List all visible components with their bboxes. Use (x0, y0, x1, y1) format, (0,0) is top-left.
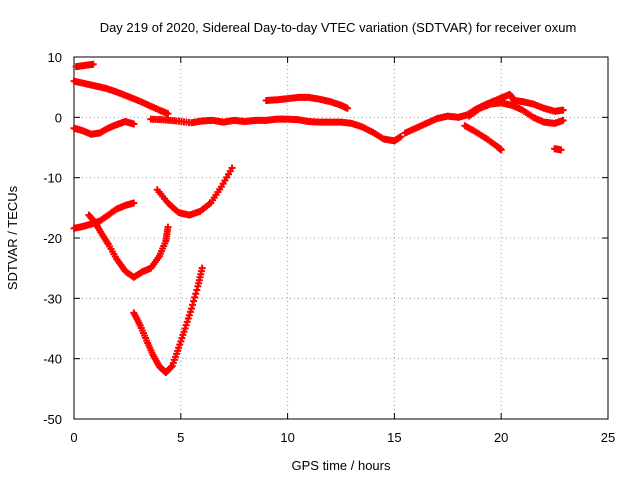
y-tick-label: -50 (43, 412, 62, 427)
series-arc-5 (262, 93, 351, 112)
series-arc-11 (85, 211, 172, 281)
x-tick-label: 5 (177, 430, 184, 445)
series-arc-12 (153, 164, 236, 219)
y-tick-label: -10 (43, 171, 62, 186)
x-tick-label: 10 (280, 430, 294, 445)
y-tick-label: 0 (55, 110, 62, 125)
series-arc-2 (70, 77, 172, 118)
data-point (191, 293, 199, 301)
chart-title: Day 219 of 2020, Sidereal Day-to-day VTE… (100, 20, 577, 35)
data-point (557, 146, 565, 154)
data-point (343, 104, 351, 112)
x-tick-label: 15 (387, 430, 401, 445)
data-point (198, 264, 206, 272)
y-tick-label: -30 (43, 291, 62, 306)
x-axis-label: GPS time / hours (292, 458, 391, 473)
data-point (192, 290, 200, 298)
data-point (89, 60, 97, 68)
data-series (70, 60, 567, 377)
series-arc-7 (465, 99, 567, 127)
data-point (397, 133, 405, 141)
series-arc-10 (70, 199, 138, 232)
data-point (130, 120, 138, 128)
data-point (228, 164, 236, 172)
series-arc-9 (551, 145, 565, 154)
y-tick-label: -40 (43, 352, 62, 367)
x-tick-label: 0 (70, 430, 77, 445)
y-tick-label: 10 (48, 50, 62, 65)
data-point (130, 199, 138, 207)
data-point (189, 301, 197, 309)
data-point (559, 116, 567, 124)
data-point (164, 110, 172, 118)
series-arc-1 (72, 60, 97, 71)
series-arc-3 (70, 118, 138, 138)
x-tick-label: 20 (494, 430, 508, 445)
data-point (164, 223, 172, 231)
data-point (559, 106, 567, 114)
series-arc-8 (461, 122, 505, 154)
series-arc-4 (147, 115, 405, 145)
data-point (167, 363, 175, 371)
data-point (497, 146, 505, 154)
series-arc-13 (130, 264, 206, 377)
data-point (190, 297, 198, 305)
y-axis-label: SDTVAR / TECUs (5, 185, 20, 290)
data-point (193, 286, 201, 294)
series-arc-6 (401, 90, 567, 137)
y-tick-label: -20 (43, 231, 62, 246)
x-tick-label: 25 (601, 430, 615, 445)
data-point (187, 305, 195, 313)
axis-ticks: 0 5 10 15 20 25 10 0 -10 -20 -30 -40 -50 (43, 50, 615, 445)
